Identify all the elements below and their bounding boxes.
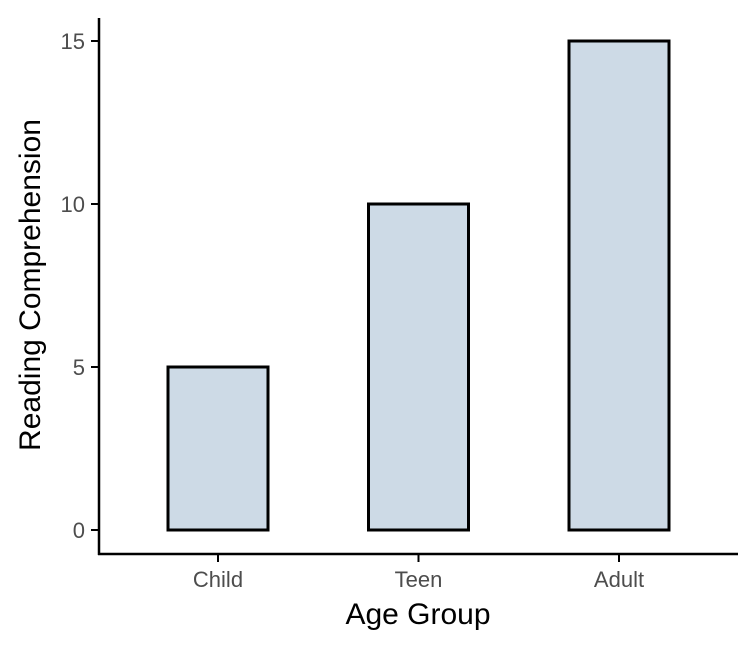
x-axis-ticks: Child Teen Adult	[193, 554, 644, 592]
bars	[166, 39, 671, 532]
y-tick-label: 15	[61, 29, 85, 54]
x-tick-label-child: Child	[193, 567, 243, 592]
x-tick-label-teen: Teen	[395, 567, 443, 592]
y-tick-label: 0	[73, 518, 85, 543]
bar-child	[166, 365, 270, 532]
y-axis-ticks: 0 5 10 15	[61, 29, 99, 543]
y-tick-label: 5	[73, 355, 85, 380]
y-axis-title: Reading Comprehension	[14, 119, 47, 451]
x-axis-title: Age Group	[345, 598, 490, 631]
x-tick-label-adult: Adult	[594, 567, 644, 592]
bar-teen	[367, 202, 470, 532]
y-tick-label: 10	[61, 192, 85, 217]
bar-adult	[567, 39, 671, 532]
